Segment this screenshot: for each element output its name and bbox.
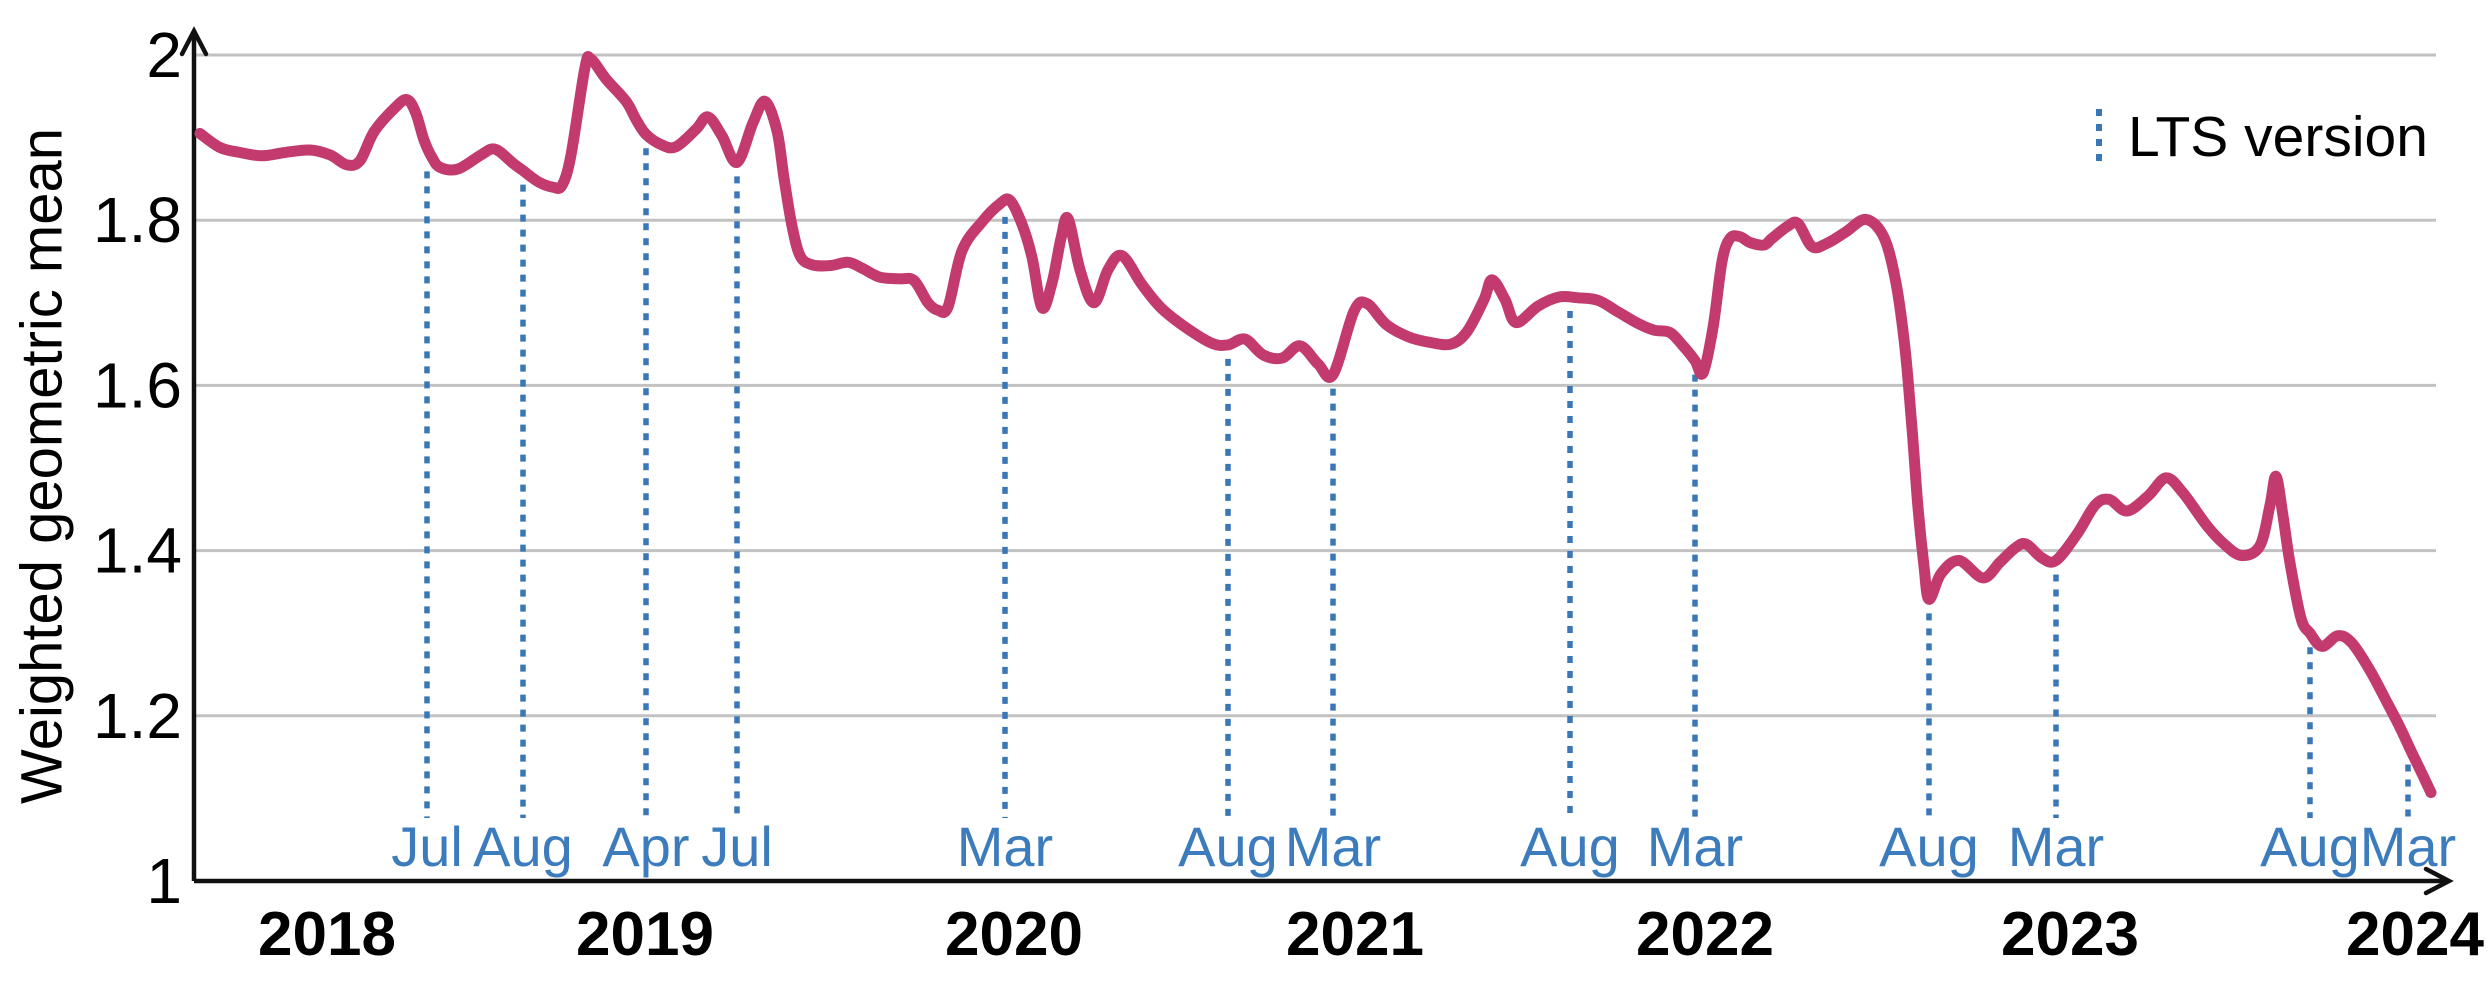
year-tick-label: 2021: [1286, 900, 1424, 969]
y-tick-label: 1: [146, 845, 182, 917]
year-tick-label: 2019: [576, 900, 714, 969]
year-tick-label: 2020: [945, 900, 1083, 969]
lts-month-label: Apr: [602, 815, 689, 878]
lts-month-label: Aug: [473, 815, 573, 878]
lts-month-label: Jul: [391, 815, 463, 878]
y-tick-label: 1.4: [93, 515, 182, 587]
y-tick-label: 1.8: [93, 184, 182, 256]
lts-month-label: Mar: [1285, 815, 1381, 878]
lts-month-label: Jul: [701, 815, 773, 878]
y-axis-title: Weighted geometric mean: [9, 128, 75, 804]
lts-month-label: Mar: [2360, 815, 2456, 878]
lts-legend-marker-icon: [2096, 109, 2102, 166]
lts-legend-label: LTS version: [2128, 105, 2428, 169]
lts-month-label: Aug: [2260, 815, 2360, 878]
lts-month-label: Aug: [1178, 815, 1278, 878]
year-tick-label: 2022: [1636, 900, 1774, 969]
year-tick-label: 2018: [258, 900, 396, 969]
lts-month-label: Mar: [1647, 815, 1743, 878]
y-axis-arrow-icon: [179, 26, 209, 57]
y-tick-label: 2: [146, 19, 182, 91]
lts-month-label: Mar: [2008, 815, 2104, 878]
year-tick-label: 2023: [2001, 900, 2139, 969]
series-line: [194, 51, 2437, 799]
y-tick-label: 1.6: [93, 349, 182, 421]
lts-legend: LTS version: [2094, 104, 2428, 170]
x-axis-arrow-icon: [2423, 866, 2454, 896]
lts-month-label: Aug: [1520, 815, 1620, 878]
y-tick-label: 1.2: [93, 680, 182, 752]
year-tick-label: 2024: [2346, 900, 2484, 969]
lts-month-label: Mar: [957, 815, 1053, 878]
lts-month-label: Aug: [1879, 815, 1979, 878]
